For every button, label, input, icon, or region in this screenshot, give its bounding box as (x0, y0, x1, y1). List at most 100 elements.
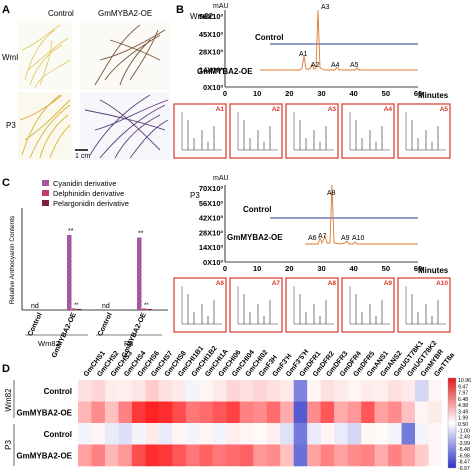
heatmap-cell (199, 401, 214, 424)
panel-c-group-wm82: Wm82 (38, 339, 60, 348)
panel-b2-genotype: P3 (190, 191, 200, 200)
legend-value: -3.99 (458, 441, 470, 447)
annotation-sig: ** (68, 228, 74, 235)
heatmap-cell (118, 380, 133, 402)
heatmap-cell (104, 423, 119, 445)
legend-cyanidin: Cyanidin derivative (53, 179, 116, 188)
heatmap-cell (131, 444, 146, 467)
heatmap-cell (293, 401, 308, 424)
heatmap-cell (199, 423, 214, 445)
panel-b-x-unit: Minutes (418, 91, 449, 100)
y-tick-label: 28X10³ (199, 228, 224, 237)
heatmap-cell (78, 444, 92, 467)
heatmap-cell (280, 444, 295, 467)
panel-d-color-legend (447, 377, 457, 469)
photo-wm82-oe (80, 20, 170, 90)
heatmap-cell (185, 401, 200, 424)
legend-value: -6.98 (458, 453, 470, 459)
heatmap-cell (415, 444, 429, 467)
annotation-sig: ** (74, 303, 79, 309)
legend-value: -5.48 (458, 447, 470, 453)
heatmap-cell (145, 380, 160, 402)
peak-a8: A8 (327, 190, 336, 197)
heatmap-cell (280, 423, 295, 445)
heatmap-cell (131, 380, 146, 402)
heatmap-cell (307, 401, 321, 424)
legend-value: 0.50 (458, 422, 468, 428)
mass-spectrum-a6: A6 (173, 277, 227, 333)
mass-spectrum-a5: A5 (397, 103, 451, 159)
y-tick-label: 14X10³ (199, 243, 224, 252)
panel-d-group-p3: P3 (4, 440, 13, 450)
heatmap-cell (131, 423, 146, 445)
heatmap-cell (118, 444, 133, 467)
heatmap-cell (185, 444, 200, 467)
legend-value: -8.47 (458, 460, 470, 466)
heatmap-cell (293, 423, 308, 445)
panel-b2-x-ticks: 0 10 20 30 40 50 60 (223, 264, 422, 273)
x-tick-label: 20 (285, 264, 293, 273)
heatmap-cell (118, 401, 133, 424)
panel-b2-spectra: A6 A7 A8 A9 A10 (173, 277, 451, 333)
bar-pelargonidin (147, 309, 152, 310)
photo-wm82-control (18, 20, 72, 90)
heatmap-cell (212, 444, 227, 467)
heatmap-cell (307, 423, 321, 445)
panel-d-label: D (2, 363, 10, 375)
y-tick-label: 0X10³ (203, 258, 224, 267)
panel-b-trace-oe-label: GmMYBA2-OE (197, 67, 253, 76)
legend-value: -9.97 (458, 466, 470, 472)
heatmap-cell (415, 380, 429, 402)
heatmap-cell (428, 423, 443, 445)
heatmap-cell (226, 423, 241, 445)
heatmap-cell (320, 401, 335, 424)
heatmap-cell (428, 401, 443, 424)
mass-spectrum-a8: A8 (285, 277, 339, 333)
heatmap-cell (239, 444, 254, 467)
spectrum-label: A2 (272, 106, 281, 113)
heatmap-cell (266, 423, 281, 445)
x-tick-label: 50 (382, 89, 390, 98)
annotation-sig: ** (144, 303, 149, 309)
heatmap-cell (253, 423, 268, 445)
heatmap-cell (266, 401, 281, 424)
heatmap-cell (226, 401, 241, 424)
legend-value: 6.48 (458, 397, 468, 403)
bar-delphinidin (72, 308, 77, 310)
legend-swatch-cyanidin (42, 180, 49, 186)
heatmap-row-label: Control (44, 430, 72, 439)
heatmap-cell (401, 444, 416, 467)
y-tick-label: 45X10³ (199, 30, 224, 39)
panel-c-ylabel: Relative Anthocyanin Contents (9, 215, 16, 304)
peak-a9: A9 (341, 235, 350, 242)
legend-pelargonidin: Pelargonidin derivative (53, 199, 129, 208)
x-category-label: Control (27, 312, 44, 338)
heatmap-cell (334, 401, 348, 424)
y-tick-label: 28X10³ (199, 48, 224, 57)
panel-b-trace-control-label: Control (255, 33, 283, 42)
heatmap-cell (226, 380, 241, 402)
heatmap-cell (320, 444, 335, 467)
heatmap-cell (91, 423, 106, 445)
x-tick-label: 60 (414, 89, 422, 98)
heatmap-cell (320, 380, 335, 402)
panel-a-col-oe: GmMYBA2-OE (98, 9, 152, 18)
panel-b-oe-trace (260, 9, 418, 71)
panel-d-row-labels: Control GmMYBA2-OE Control GmMYBA2-OE (16, 387, 72, 461)
spectrum-label: A6 (216, 280, 225, 287)
panel-b2-y-unit: mAU (213, 175, 229, 182)
heatmap-cell (226, 444, 241, 467)
mass-spectrum-a7: A7 (229, 277, 283, 333)
heatmap-cell (185, 423, 200, 445)
panel-b2-x-unit: Minutes (418, 266, 449, 275)
heatmap-cell (347, 423, 362, 445)
heatmap-cell (401, 380, 416, 402)
peak-a7: A7 (318, 233, 327, 240)
heatmap-cell (320, 423, 335, 445)
heatmap-cell (185, 380, 200, 402)
heatmap-row-label: Control (44, 387, 72, 396)
peak-a10: A10 (352, 235, 365, 242)
heatmap-cell (293, 380, 308, 402)
heatmap-cell (131, 401, 146, 424)
panel-b-label: B (176, 4, 184, 16)
